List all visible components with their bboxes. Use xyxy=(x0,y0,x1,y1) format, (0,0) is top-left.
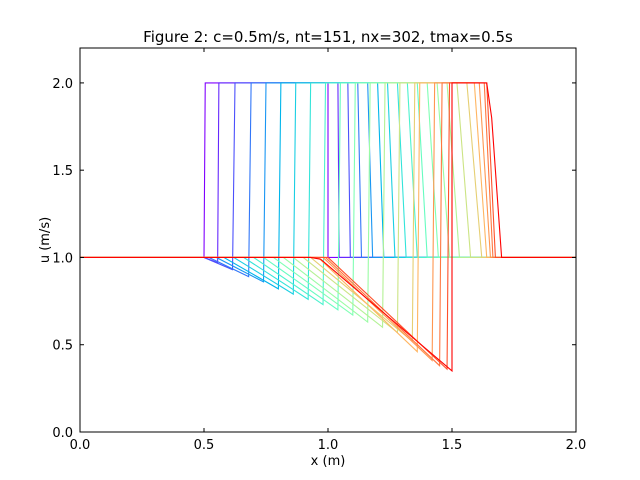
x-tick-label: 1.5 xyxy=(442,438,463,453)
x-axis-label: x (m) xyxy=(311,454,346,469)
x-axis-ticks: 0.0 0.5 1.0 1.5 2.0 xyxy=(70,48,587,453)
series-line-19 xyxy=(80,82,576,371)
chart-title: Figure 2: c=0.5m/s, nt=151, nx=302, tmax… xyxy=(143,28,513,46)
x-tick-label: 0.5 xyxy=(194,438,215,453)
y-axis-ticks: 0.0 0.5 1.0 1.5 2.0 xyxy=(52,77,576,441)
y-tick-label: 2.0 xyxy=(52,77,73,92)
series-layer xyxy=(80,82,576,373)
y-tick-label: 0.0 xyxy=(52,426,73,441)
y-tick-label: 1.0 xyxy=(52,251,73,266)
x-tick-label: 1.0 xyxy=(318,438,339,453)
series-line-20 xyxy=(80,82,576,373)
y-tick-label: 1.5 xyxy=(52,164,73,179)
y-tick-label: 0.5 xyxy=(52,339,73,354)
x-tick-label: 0.0 xyxy=(70,438,91,453)
y-axis-label: u (m/s) xyxy=(38,217,53,263)
x-tick-label: 2.0 xyxy=(566,438,587,453)
plot-area: 0.0 0.5 1.0 1.5 2.0 0.0 0.5 1.0 1.5 2.0 xyxy=(52,47,587,453)
